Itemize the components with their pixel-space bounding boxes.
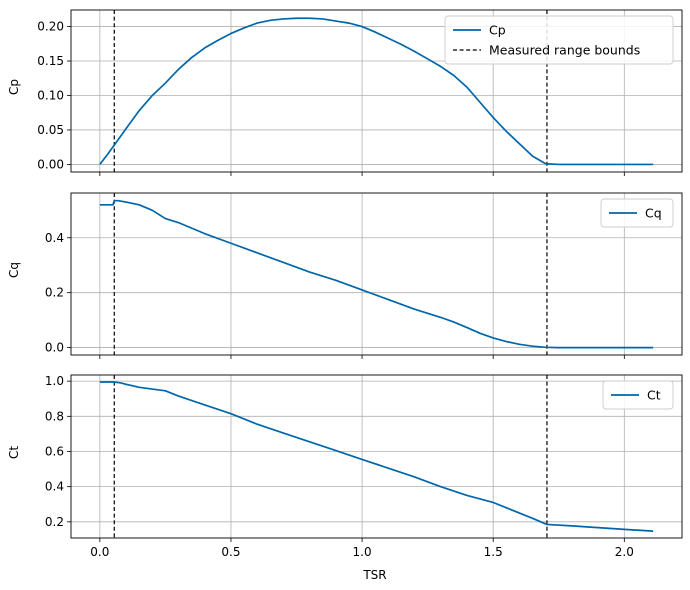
cp-series-line-0 [99, 17, 654, 166]
ct-legend: Ct [602, 380, 674, 410]
ct-axes-frame [70, 374, 683, 539]
cq-y-tick-label-2: 0.4 [45, 231, 64, 245]
x-tick-label-1: 0.5 [221, 545, 240, 559]
ct-grid [71, 375, 682, 538]
cp-legend-box [444, 15, 674, 65]
ct-y-tick-label-4: 1.0 [45, 374, 64, 388]
cp-y-tick-label-1: 0.05 [37, 123, 64, 137]
ct-series-line-0 [99, 381, 654, 532]
cq-axes-frame [70, 192, 683, 356]
ct-y-tick-label-3: 0.8 [45, 409, 64, 423]
cp-axes-frame [70, 9, 683, 173]
x-tick-label-0: 0.0 [90, 545, 109, 559]
ct-y-tick-label-1: 0.4 [45, 480, 64, 494]
x-axis-label: TSR [362, 568, 386, 582]
cq-series-line-0 [99, 199, 654, 349]
cp-y-tick-label-3: 0.15 [37, 54, 64, 68]
ct-y-axis-label: Ct [7, 446, 21, 459]
ct-ticks: 0.0 0.5 1.0 1.5 2.0 0.2 0.4 0.6 0.8 1.0 [45, 374, 634, 559]
ct-y-tick-label-0: 0.2 [45, 515, 64, 529]
cp-y-tick-label-0: 0.00 [37, 157, 64, 171]
ct-y-tick-label-2: 0.6 [45, 444, 64, 458]
cq-y-axis-label: Cq [7, 262, 21, 278]
cq-legend: Cq [600, 198, 674, 228]
cp-legend: Cp Measured range bounds [444, 15, 674, 65]
panel-ct: 0.0 0.5 1.0 1.5 2.0 0.2 0.4 0.6 0.8 1.0 Ct Ct [7, 374, 683, 559]
cp-legend-label-0: Cp [489, 23, 506, 38]
cp-legend-label-1: Measured range bounds [489, 43, 640, 58]
cp-y-tick-label-4: 0.20 [37, 20, 64, 34]
ct-legend-label-0: Ct [647, 388, 661, 403]
cq-y-tick-label-0: 0.0 [45, 341, 64, 355]
cp-y-tick-label-2: 0.10 [37, 88, 64, 102]
cq-y-tick-label-1: 0.2 [45, 286, 64, 300]
cq-data [99, 193, 654, 355]
x-tick-label-4: 2.0 [615, 545, 634, 559]
cp-ticks: 0.00 0.05 0.10 0.15 0.20 [37, 20, 625, 176]
ct-data [99, 375, 654, 538]
cq-ticks: 0.0 0.2 0.4 [45, 231, 625, 359]
panel-cp: 0.00 0.05 0.10 0.15 0.20 Cp Cp Measured range… [7, 9, 683, 176]
panel-cq: 0.0 0.2 0.4 Cq Cq [7, 192, 683, 359]
cp-y-axis-label: Cp [7, 79, 21, 95]
cq-legend-label-0: Cq [645, 206, 662, 221]
x-tick-label-2: 1.0 [353, 545, 372, 559]
x-tick-label-3: 1.5 [484, 545, 503, 559]
